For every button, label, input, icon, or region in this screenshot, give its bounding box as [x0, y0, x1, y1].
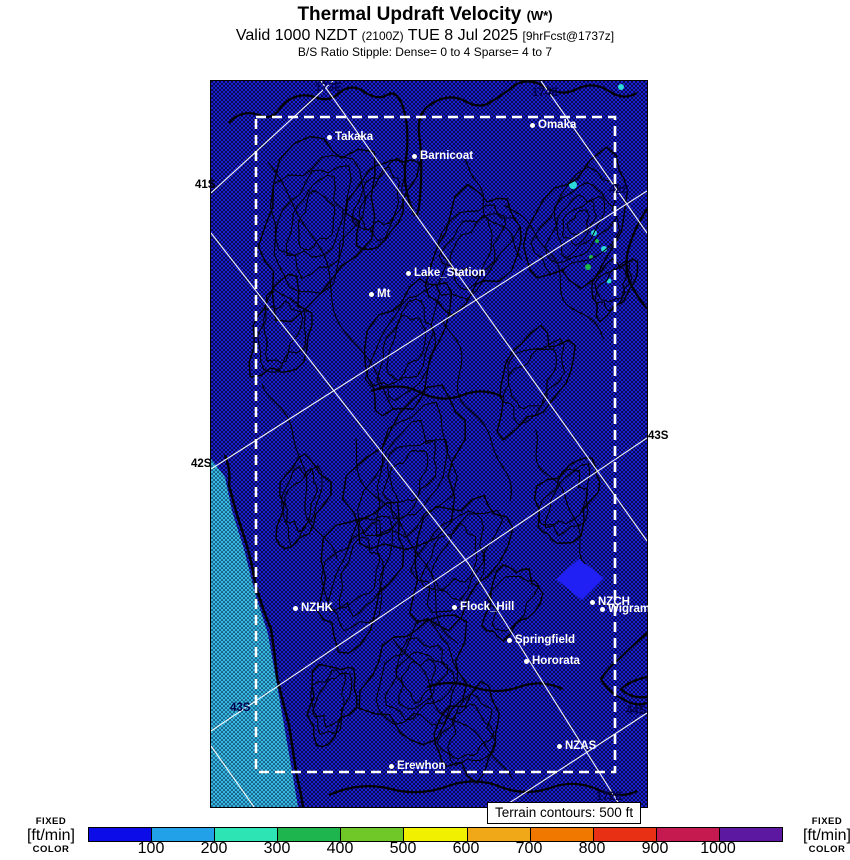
units-label: [ft/min] [26, 826, 75, 844]
station-flock_hill: Flock_Hill [452, 601, 514, 613]
station-omaka: Omaka [530, 119, 576, 131]
grid-label-43s: 43S [230, 702, 251, 714]
station-dot [406, 270, 411, 276]
colorbar-right-caption: FIXED [ft/min] COLOR [790, 817, 850, 854]
station-dot [530, 122, 535, 128]
plot-title-units: (W*) [526, 8, 553, 23]
station-dot [369, 291, 374, 297]
grid-label-42s: 42S [191, 458, 212, 470]
station-label: Flock_Hill [460, 601, 515, 613]
colorbar-tick-700: 700 [515, 840, 543, 857]
station-dot [293, 605, 298, 611]
colorbar-segment-5 [404, 828, 468, 841]
grid-label-173e: 173E [315, 82, 342, 94]
colorbar-tick-400: 400 [326, 840, 354, 857]
colorbar-tick-200: 200 [200, 840, 228, 857]
station-lake_station: Lake_Station [406, 267, 486, 279]
colorbar-tick-600: 600 [452, 840, 480, 857]
colorbar-segment-3 [278, 828, 342, 841]
colorbar-segment-2 [215, 828, 279, 841]
grid-label-174e: 174E [532, 87, 559, 99]
station-label: Takaka [335, 131, 374, 143]
colorbar-tick-800: 800 [578, 840, 606, 857]
terrain-contour-note: Terrain contours: 500 ft [487, 802, 642, 824]
station-dot [452, 604, 457, 610]
station-nzch: NZCH [590, 596, 630, 608]
station-erewhon: Erewhon [389, 760, 446, 772]
colorbar-segment-1 [152, 828, 216, 841]
station-dot [507, 637, 512, 643]
colorbar-segment-9 [656, 828, 720, 841]
station-label: Springfield [515, 634, 576, 646]
station-dot [524, 658, 529, 664]
grid-label-44s: 44S [626, 705, 647, 717]
stipple-legend-line: B/S Ratio Stipple: Dense= 0 to 4 Sparse=… [297, 45, 553, 59]
colorbar-segment-10 [719, 828, 783, 841]
sea-strip [211, 454, 305, 807]
colorbar-left-caption: FIXED [ft/min] COLOR [14, 817, 88, 854]
colorbar-tick-900: 900 [641, 840, 669, 857]
domain-boundary-box [254, 115, 617, 774]
valid-date: TUE 8 Jul 2025 [407, 27, 519, 44]
colorbar-tick-1000: 1000 [700, 840, 736, 857]
station-dot [590, 599, 595, 605]
station-wigram: Wigram [600, 603, 650, 615]
colorbar-segment-4 [341, 828, 405, 841]
grid-label-42s: 42S [609, 184, 630, 196]
forecast-run: [9hrFcst@1737z] [522, 29, 615, 43]
colorbar-segment-6 [467, 828, 531, 841]
grid-label-41s: 41S [195, 179, 216, 191]
colorbar [88, 827, 783, 842]
station-mt: Mt [369, 288, 390, 300]
title-block: Thermal Updraft Velocity (W*) Valid 1000… [0, 4, 850, 59]
station-label: Omaka [538, 119, 577, 131]
forecast-map: Takaka Barnicoat Omaka Lake_Station Mt NZHK Fl… [210, 80, 650, 808]
valid-time-utc: (2100Z) [361, 29, 404, 43]
color-label: COLOR [32, 843, 70, 855]
station-springfield: Springfield [507, 634, 575, 646]
station-label: NZCH [598, 596, 630, 608]
station-label: NZHK [301, 602, 333, 614]
station-barnicoat: Barnicoat [412, 150, 473, 162]
colorbar-segment-8 [593, 828, 657, 841]
station-dot [412, 153, 417, 159]
colorbar-segment-0 [89, 828, 153, 841]
colorbar-segment-7 [530, 828, 594, 841]
units-label: [ft/min] [802, 826, 850, 844]
lat-lon-graticule [211, 81, 647, 807]
station-takaka: Takaka [327, 131, 373, 143]
grid-label-172e: 172E [596, 791, 623, 803]
plot-title-text: Thermal Updraft Velocity [297, 4, 522, 25]
station-dot [557, 743, 562, 749]
colorbar-tick-300: 300 [263, 840, 291, 857]
station-dot [389, 763, 394, 769]
colorbar-tick-500: 500 [389, 840, 417, 857]
map-canvas [211, 81, 647, 807]
fixed-label: FIXED [35, 816, 67, 827]
station-nzhk: NZHK [293, 602, 333, 614]
station-label: Mt [377, 288, 391, 300]
fixed-label: FIXED [811, 816, 843, 827]
plot-title: Thermal Updraft Velocity (W*) [0, 4, 850, 26]
station-label: Wigram [608, 603, 651, 615]
station-label: Lake_Station [414, 267, 486, 279]
station-hororata: Hororata [524, 655, 580, 667]
station-dot [327, 134, 332, 140]
terrain-contours [228, 81, 647, 797]
station-dot [600, 606, 605, 612]
station-label: NZAS [565, 740, 597, 752]
valid-time-line: Valid 1000 NZDT (2100Z) TUE 8 Jul 2025 [… [0, 27, 850, 45]
station-label: Hororata [532, 655, 580, 667]
colorbar-tick-100: 100 [137, 840, 165, 857]
station-nzas: NZAS [557, 740, 596, 752]
station-label: Barnicoat [420, 150, 474, 162]
color-label: COLOR [808, 843, 846, 855]
valid-time: Valid 1000 NZDT [235, 27, 358, 44]
grid-label-43s: 43S [648, 430, 669, 442]
station-label: Erewhon [397, 760, 446, 772]
